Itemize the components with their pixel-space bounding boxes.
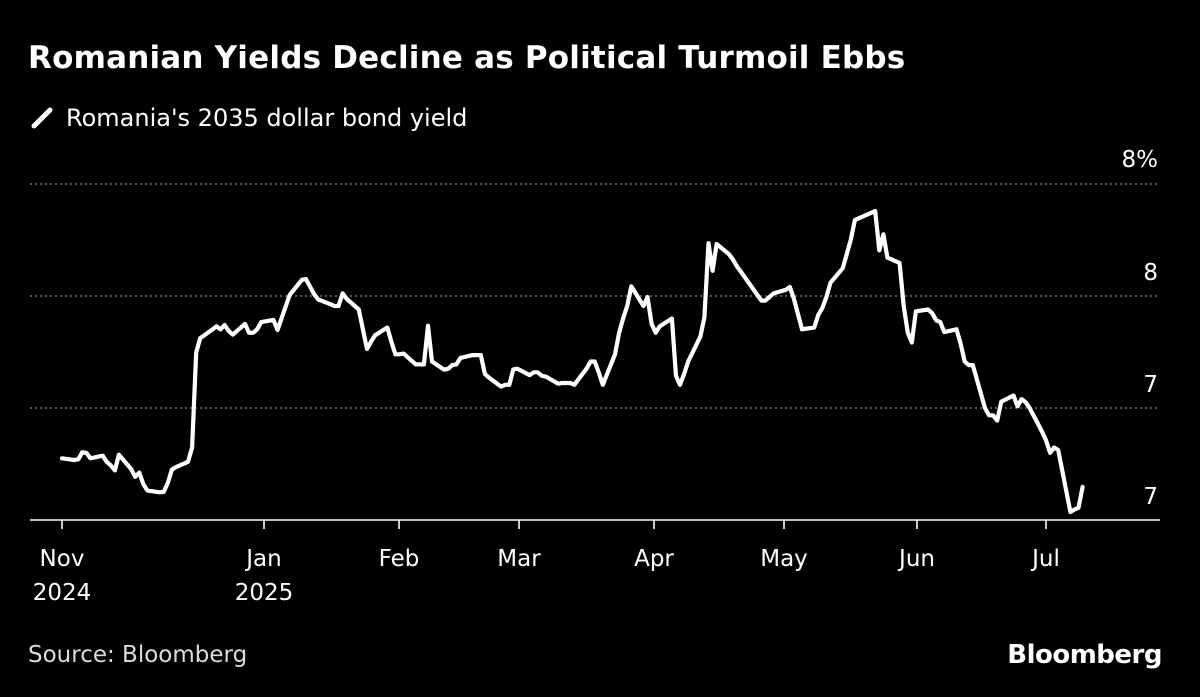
legend: Romania's 2035 dollar bond yield bbox=[30, 104, 467, 132]
series-line-group bbox=[59, 208, 1085, 515]
y-axis-ticks: 8% 8 7 7 bbox=[1122, 147, 1159, 510]
bloomberg-logo: Bloomberg bbox=[1007, 640, 1162, 670]
y-tick-label: 8% bbox=[1122, 147, 1159, 173]
x-tick-label: Jan bbox=[244, 546, 281, 572]
x-tick-label: Mar bbox=[497, 546, 541, 572]
y-tick-label: 7 bbox=[1143, 484, 1158, 510]
x-axis: Nov 2024 Jan 2025 Feb Mar Apr May Jun Jul bbox=[30, 519, 1160, 606]
series-line-romania-2035-yield bbox=[59, 208, 1085, 515]
diagonal-line-icon bbox=[31, 107, 53, 129]
chart-title: Romanian Yields Decline as Political Tur… bbox=[28, 40, 906, 76]
x-tick-label: Nov bbox=[40, 546, 85, 572]
x-tick-label: Jun bbox=[897, 546, 935, 572]
y-tick-label: 7 bbox=[1143, 372, 1158, 398]
x-tick-year-label: 2024 bbox=[33, 580, 92, 606]
x-tick-label: Jul bbox=[1030, 546, 1060, 572]
legend-label: Romania's 2035 dollar bond yield bbox=[66, 104, 468, 132]
x-tick-year-label: 2025 bbox=[235, 580, 294, 606]
source-note: Source: Bloomberg bbox=[28, 642, 248, 668]
y-tick-label: 8 bbox=[1143, 260, 1158, 286]
x-tick-label: Feb bbox=[379, 546, 420, 572]
x-tick-label: May bbox=[760, 546, 808, 572]
x-tick-label: Apr bbox=[634, 546, 674, 572]
gridlines bbox=[30, 183, 1160, 409]
